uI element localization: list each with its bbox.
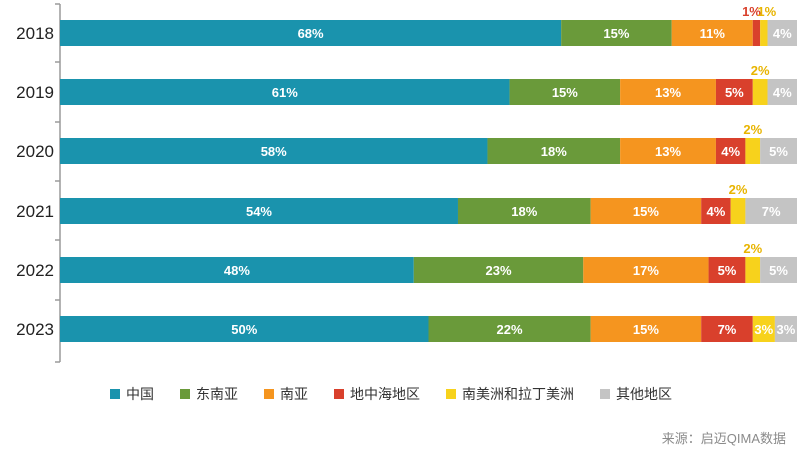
bar-segment: [745, 198, 797, 224]
data-label: 61%: [272, 85, 298, 100]
legend-item: 中国: [110, 384, 154, 404]
data-label: 15%: [633, 204, 659, 219]
data-label: 4%: [773, 85, 792, 100]
legend-swatch: [600, 389, 610, 399]
bar-segment: [745, 138, 761, 164]
bar-segment: [60, 198, 458, 224]
bar-segment: [428, 316, 591, 342]
bar-segment: [671, 20, 753, 46]
bar-segment: [767, 79, 797, 105]
bar-segment: [701, 198, 731, 224]
data-label: 22%: [497, 322, 523, 337]
data-label: 13%: [655, 85, 681, 100]
data-label: 2%: [743, 122, 762, 137]
bar-segment: [590, 198, 702, 224]
bar-segment: [583, 257, 709, 283]
bar-segment: [767, 20, 797, 46]
data-label: 4%: [773, 26, 792, 41]
y-tick-label: 2020: [16, 142, 54, 161]
y-tick-label: 2022: [16, 261, 54, 280]
data-label: 4%: [707, 204, 726, 219]
data-label: 58%: [261, 144, 287, 159]
bar-segment: [620, 79, 716, 105]
source-note: 来源：启迈QIMA数据: [661, 431, 786, 446]
bar-segment: [745, 257, 761, 283]
bar-segment: [715, 79, 753, 105]
legend-label: 南亚: [280, 386, 308, 402]
data-label: 18%: [511, 204, 537, 219]
bar-segment: [509, 79, 621, 105]
data-label: 3%: [754, 322, 773, 337]
data-label: 18%: [541, 144, 567, 159]
y-tick-label: 2019: [16, 83, 54, 102]
data-label: 17%: [633, 263, 659, 278]
bar-segment: [413, 257, 584, 283]
legend-label: 其他地区: [616, 386, 672, 402]
data-label: 7%: [718, 322, 737, 337]
legend-label: 地中海地区: [350, 386, 420, 402]
legend-swatch: [264, 389, 274, 399]
data-label: 13%: [655, 144, 681, 159]
bar-segment: [487, 138, 621, 164]
data-label: 1%: [742, 4, 761, 19]
data-label: 4%: [721, 144, 740, 159]
bar-segment: [708, 257, 746, 283]
data-label: 5%: [718, 263, 737, 278]
data-label: 15%: [633, 322, 659, 337]
data-label: 2%: [751, 63, 770, 78]
y-tick-label: 2021: [16, 202, 54, 221]
legend-label: 中国: [126, 386, 154, 402]
data-label: 2%: [729, 182, 748, 197]
legend-item: 东南亚: [180, 384, 238, 404]
bar-segment: [60, 316, 429, 342]
stacked-bar-chart: 2018 68% 15% 11% 4%1%1%2019 61% 15% 13% 5% 4%2%20…: [16, 3, 797, 363]
data-label: 2%: [743, 241, 762, 256]
bar-segment: [60, 138, 488, 164]
y-tick-label: 2018: [16, 24, 54, 43]
data-label: 5%: [769, 144, 788, 159]
legend-swatch: [334, 389, 344, 399]
bar-segment: [60, 79, 510, 105]
legend-item: 地中海地区: [334, 384, 420, 404]
data-label: 23%: [485, 263, 511, 278]
data-label: 11%: [700, 26, 726, 41]
bar-segment: [760, 257, 797, 283]
legend: 中国 东南亚 南亚 地中海地区 南美洲和拉丁美洲 其他地区: [110, 384, 698, 404]
bar-segment: [60, 20, 562, 46]
data-label: 1%: [757, 4, 776, 19]
data-label: 15%: [603, 26, 629, 41]
legend-label: 东南亚: [196, 386, 238, 402]
legend-swatch: [180, 389, 190, 399]
legend-item: 南亚: [264, 384, 308, 404]
bar-segment: [752, 316, 775, 342]
bar-segment: [60, 257, 414, 283]
legend-swatch: [110, 389, 120, 399]
data-label: 15%: [552, 85, 578, 100]
y-tick-label: 2023: [16, 320, 54, 339]
bar-segment: [774, 316, 797, 342]
bar-segment: [561, 20, 672, 46]
data-label: 50%: [231, 322, 257, 337]
data-label: 54%: [246, 204, 272, 219]
bar-segment: [752, 79, 768, 105]
bar-segment: [760, 138, 797, 164]
bar-segment: [715, 138, 746, 164]
legend-item: 南美洲和拉丁美洲: [446, 384, 574, 404]
bar-segment: [620, 138, 716, 164]
bar-segment: [760, 20, 768, 46]
bar-segment: [730, 198, 746, 224]
legend-label: 南美洲和拉丁美洲: [462, 386, 574, 402]
legend-item: 其他地区: [600, 384, 672, 404]
bar-segment: [590, 316, 702, 342]
data-label: 7%: [762, 204, 781, 219]
data-label: 5%: [769, 263, 788, 278]
bar-segment: [457, 198, 591, 224]
data-label: 68%: [298, 26, 324, 41]
legend-swatch: [446, 389, 456, 399]
data-label: 3%: [777, 322, 796, 337]
data-label: 48%: [224, 263, 250, 278]
bar-segment: [752, 20, 761, 46]
data-label: 5%: [725, 85, 744, 100]
bar-segment: [701, 316, 753, 342]
